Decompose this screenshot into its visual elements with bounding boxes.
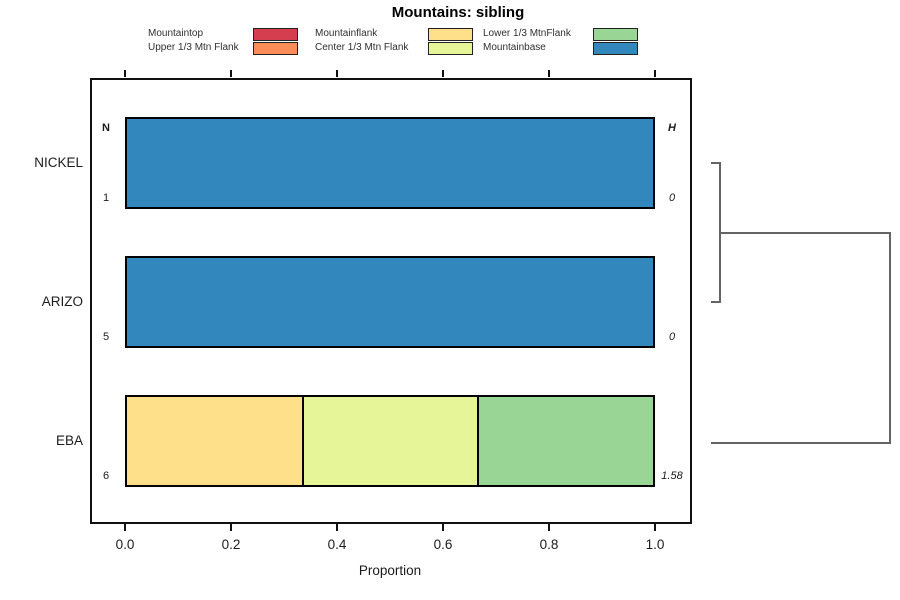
bar-segment — [127, 119, 653, 207]
x-axis-tick-label: 0.4 — [327, 537, 347, 552]
h-value: 1.58 — [661, 470, 683, 482]
x-axis-tick-bottom — [654, 524, 656, 531]
dendrogram-connector-cluster — [721, 232, 891, 234]
dendrogram-join-root — [889, 232, 891, 444]
n-value: 5 — [102, 331, 110, 343]
dendrogram-join-nickel-arizo — [719, 162, 721, 303]
x-axis-tick-bottom — [548, 524, 550, 531]
bar-eba — [125, 395, 655, 487]
h-value: 0 — [668, 331, 676, 343]
x-axis-tick-label: 0.0 — [115, 537, 135, 552]
y-axis-label-eba: EBA — [55, 433, 83, 448]
n-value: 1 — [102, 192, 110, 204]
bar-segment — [477, 397, 653, 485]
legend-label: Mountainbase — [483, 42, 546, 53]
legend-label: Upper 1/3 Mtn Flank — [148, 42, 239, 53]
x-axis-tick-bottom — [230, 524, 232, 531]
x-axis-tick-top — [442, 70, 444, 77]
legend-label: Mountaintop — [148, 28, 204, 39]
legend-swatch — [428, 28, 473, 41]
x-axis-title: Proportion — [358, 563, 422, 578]
x-axis-tick-label: 0.8 — [539, 537, 559, 552]
legend-swatch — [593, 42, 638, 55]
x-axis-tick-top — [124, 70, 126, 77]
x-axis-tick-label: 1.0 — [645, 537, 665, 552]
h-value: 0 — [668, 192, 676, 204]
x-axis-tick-bottom — [124, 524, 126, 531]
bar-nickel — [125, 117, 655, 209]
x-axis-tick-top — [654, 70, 656, 77]
n-column-header: N — [102, 122, 110, 134]
dendrogram-leaf-nickel — [711, 162, 721, 164]
y-axis-label-arizo: ARIZO — [41, 294, 83, 309]
y-axis-label-nickel: NICKEL — [34, 155, 83, 170]
x-axis-tick-top — [230, 70, 232, 77]
legend-label: Lower 1/3 MtnFlank — [483, 28, 571, 39]
legend-swatch — [253, 42, 298, 55]
x-axis-tick-top — [548, 70, 550, 77]
x-axis-tick-bottom — [336, 524, 338, 531]
bar-segment — [127, 397, 303, 485]
x-axis-tick-label: 0.6 — [433, 537, 453, 552]
legend-swatch — [593, 28, 638, 41]
bar-segment — [302, 397, 478, 485]
n-value: 6 — [102, 470, 110, 482]
dendrogram-leaf-arizo — [711, 301, 721, 303]
legend-swatch — [253, 28, 298, 41]
bar-segment — [127, 258, 653, 346]
x-axis-tick-top — [336, 70, 338, 77]
dendrogram-leaf-eba — [711, 442, 891, 444]
chart-title: Mountains: sibling — [391, 4, 525, 21]
legend-label: Center 1/3 Mtn Flank — [315, 42, 409, 53]
legend-label: Mountainflank — [315, 28, 378, 39]
legend-swatch — [428, 42, 473, 55]
bar-arizo — [125, 256, 655, 348]
x-axis-tick-label: 0.2 — [221, 537, 241, 552]
h-column-header: H — [668, 122, 676, 134]
x-axis-tick-bottom — [442, 524, 444, 531]
